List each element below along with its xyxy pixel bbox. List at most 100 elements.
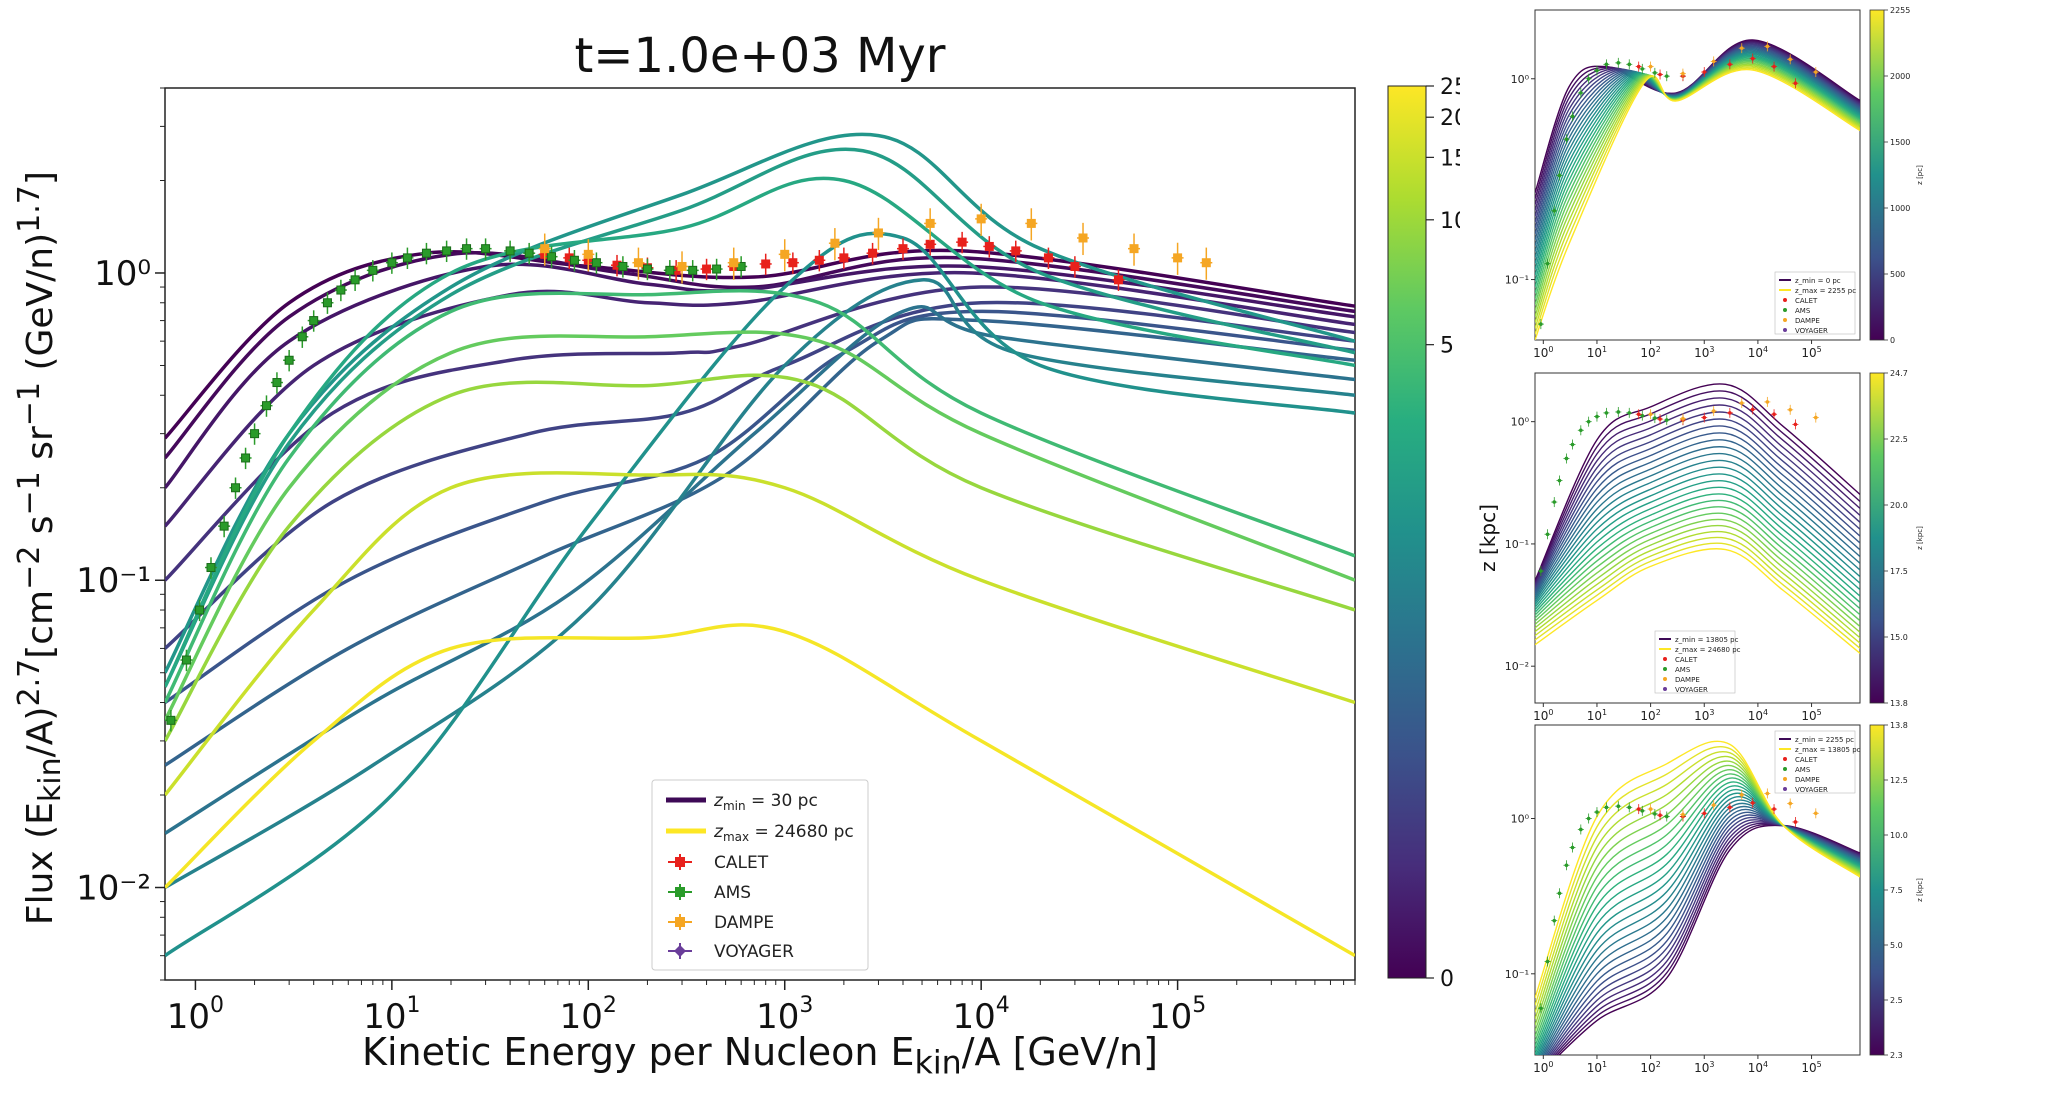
side-legend-label: CALET xyxy=(1795,756,1818,764)
dampe-point xyxy=(872,217,885,251)
side-x-tick-label: 100 xyxy=(1533,708,1553,723)
calet-point xyxy=(1726,802,1733,813)
side-x-tick-label: 100 xyxy=(1533,345,1553,360)
model-curves xyxy=(165,132,1355,958)
ams-point xyxy=(1663,71,1670,82)
dampe-point xyxy=(1710,800,1717,811)
side-colorbar-tick: 10.0 xyxy=(1890,831,1908,840)
calet-point xyxy=(1792,78,1799,89)
ams-point xyxy=(1615,801,1622,812)
dampe-point xyxy=(632,247,645,280)
side-legend: z_min = 2255 pc z_max = 13805 pc CALET AMS D… xyxy=(1774,730,1861,794)
legend-calet: CALET xyxy=(668,853,769,873)
x-tick-label: 101 xyxy=(363,993,420,1037)
ams-point xyxy=(1639,410,1646,421)
legend-zmax: zmax = 24680 pc xyxy=(713,822,854,844)
side-model-curve xyxy=(1535,432,1860,593)
main-chart-panel: t=1.0e+03 Myr 100 101 102 103 104 105 10⁰ 10⁻¹… xyxy=(12,28,1468,1082)
side-y-tick-label: 10⁰ xyxy=(1511,73,1530,86)
dampe-point xyxy=(1647,61,1654,72)
ams-point xyxy=(1615,406,1622,417)
side-x-tick-label: 105 xyxy=(1801,345,1821,360)
calet-point xyxy=(1726,407,1733,418)
calet-point xyxy=(1701,67,1708,78)
side-x-tick-label: 105 xyxy=(1801,708,1821,723)
side-model-curve xyxy=(1535,536,1860,644)
calet-point xyxy=(1112,269,1125,291)
side-colorbar xyxy=(1869,9,1885,341)
calet-point xyxy=(1657,414,1664,425)
side-legend-label: z_max = 24680 pc xyxy=(1675,646,1741,654)
calet-point xyxy=(1771,409,1778,420)
dampe-point xyxy=(1710,56,1717,67)
side-x-tick-label: 100 xyxy=(1533,1060,1553,1075)
side-x-tick-label: 102 xyxy=(1640,708,1660,723)
ams-point xyxy=(479,238,492,260)
colorbar-tick-label: 0 xyxy=(1440,967,1454,992)
model-curve xyxy=(165,147,1355,688)
dampe-point xyxy=(1812,412,1819,423)
ams-point xyxy=(401,247,414,269)
side-y-tick-label: 10⁻¹ xyxy=(1505,274,1529,287)
dampe-point xyxy=(1647,409,1654,420)
calet-point xyxy=(1042,247,1055,269)
dampe-point xyxy=(1738,789,1745,800)
side-x-tick-label: 104 xyxy=(1748,708,1768,723)
side-model-curve xyxy=(1535,425,1860,591)
ams-point xyxy=(1577,425,1584,436)
legend-ams: AMS xyxy=(668,883,751,903)
side-model-curve xyxy=(1535,383,1860,582)
dampe-point xyxy=(1738,398,1745,409)
ams-point xyxy=(1593,807,1600,818)
model-curve xyxy=(165,471,1355,797)
chart-title: t=1.0e+03 Myr xyxy=(574,28,945,84)
side-model-curve xyxy=(1535,479,1860,608)
side-colorbar-tick: 13.8 xyxy=(1890,721,1908,730)
dampe-point xyxy=(1025,208,1038,241)
svg-text:AMS: AMS xyxy=(714,883,751,903)
side-colorbar-tick: 15.0 xyxy=(1890,633,1908,642)
side-x-tick-label: 105 xyxy=(1801,1060,1821,1075)
side-legend-label: VOYAGER xyxy=(1795,786,1828,794)
side-legend: z_min = 13805 pc z_max = 24680 pc CALET AMS… xyxy=(1654,630,1741,694)
ams-point xyxy=(1556,170,1563,181)
calet-point xyxy=(1701,412,1708,423)
ams-point xyxy=(568,250,581,272)
ams-point xyxy=(248,423,261,445)
svg-text:DAMPE: DAMPE xyxy=(714,913,774,933)
side-legend-label: DAMPE xyxy=(1795,776,1820,784)
svg-text:CALET: CALET xyxy=(714,853,769,873)
dampe-point xyxy=(1647,804,1654,815)
calet-point xyxy=(1635,61,1642,72)
dampe-point xyxy=(1200,247,1213,280)
side-model-curve xyxy=(1535,68,1860,340)
ams-point xyxy=(307,310,320,332)
model-curve xyxy=(165,285,1355,582)
side-model-curve xyxy=(1535,466,1860,603)
calet-point xyxy=(1068,256,1081,278)
dampe-point xyxy=(1710,406,1717,417)
ams-point xyxy=(616,256,629,278)
side-colorbar-tick: 2.5 xyxy=(1890,996,1903,1005)
ams-point xyxy=(663,260,676,282)
colorbar-tick-label: 5 xyxy=(1440,334,1454,359)
side-model-curve xyxy=(1535,459,1860,601)
side-colorbar-tick: 13.8 xyxy=(1890,699,1908,708)
dampe-point xyxy=(924,208,937,241)
side-colorbar-label: z [kpc] xyxy=(1916,878,1924,902)
legend: zmin = 30 pc zmax = 24680 pc CALET AMS D… xyxy=(651,779,869,971)
ams-point xyxy=(1556,475,1563,486)
model-curve xyxy=(165,373,1355,742)
side-model-curve xyxy=(1535,452,1860,599)
ams-point xyxy=(460,238,473,260)
ams-point xyxy=(1544,956,1551,967)
side-legend-label: VOYAGER xyxy=(1675,686,1708,694)
calet-point xyxy=(896,238,909,260)
calet-point xyxy=(700,258,713,281)
y-tick-label: 10⁰ xyxy=(94,254,151,294)
ams-point xyxy=(440,240,453,263)
side-model-curve xyxy=(1535,524,1860,633)
ams-point xyxy=(270,372,283,394)
side-legend-label: z_min = 0 pc xyxy=(1795,277,1841,285)
model-curve xyxy=(165,289,1355,704)
